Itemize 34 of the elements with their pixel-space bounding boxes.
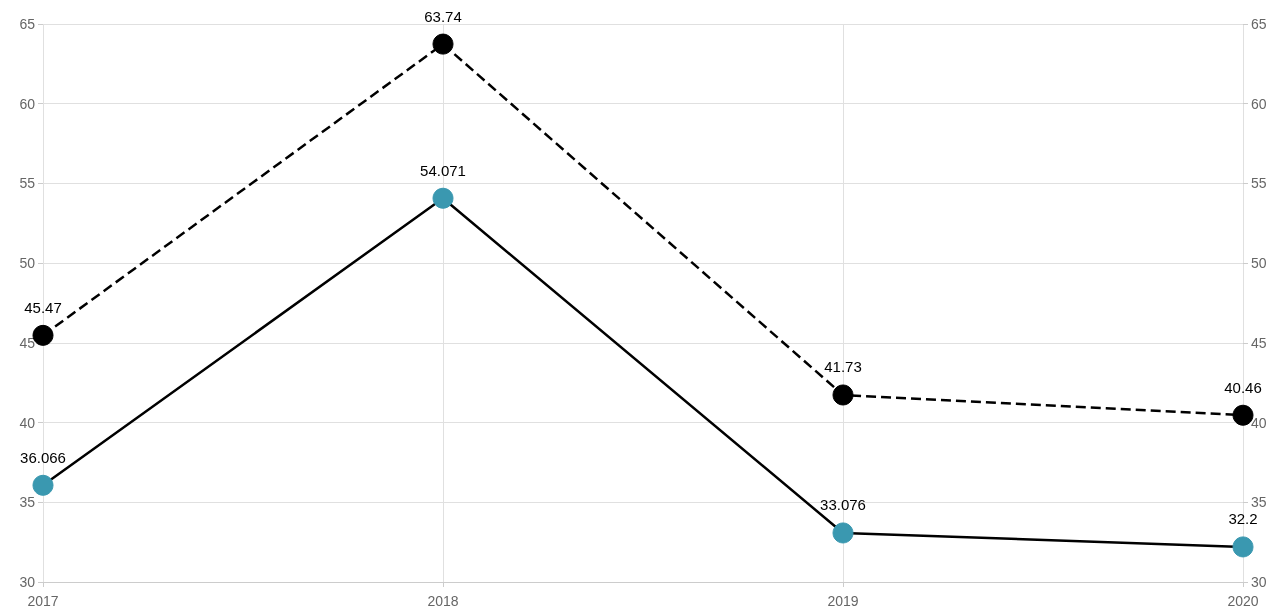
y-tick-label: 50 bbox=[19, 255, 36, 272]
x-tick-label: 2017 bbox=[27, 593, 59, 609]
data-label: 54.071 bbox=[420, 161, 466, 179]
y-tick-label: 60 bbox=[19, 95, 36, 112]
x-tick-label: 2020 bbox=[1227, 593, 1259, 609]
y-tick-label: 35 bbox=[19, 494, 36, 511]
y2-tick-label: 35 bbox=[1251, 494, 1267, 511]
y2-tick-label: 30 bbox=[1251, 574, 1267, 590]
point bbox=[1232, 536, 1254, 558]
point bbox=[432, 33, 454, 55]
point bbox=[832, 522, 854, 544]
data-label: 45.47 bbox=[24, 298, 62, 316]
x-tick-label: 2018 bbox=[427, 593, 459, 609]
y-tick-label: 30 bbox=[19, 574, 36, 590]
point bbox=[832, 384, 854, 406]
y2-tick-label: 40 bbox=[1251, 414, 1267, 431]
y2-tick-label: 55 bbox=[1251, 175, 1267, 192]
y2-tick-label: 60 bbox=[1251, 95, 1267, 112]
y-tick-label: 55 bbox=[19, 175, 36, 192]
data-label: 32.2 bbox=[1228, 510, 1258, 528]
x-tick-label: 2019 bbox=[827, 593, 859, 609]
data-label: 33.076 bbox=[820, 496, 866, 514]
point bbox=[32, 474, 54, 496]
y-tick-label: 45 bbox=[19, 334, 36, 351]
y2-tick-label: 65 bbox=[1251, 16, 1267, 32]
data-label: 40.46 bbox=[1224, 378, 1262, 396]
data-label: 41.73 bbox=[824, 358, 862, 376]
y2-tick-label: 50 bbox=[1251, 255, 1267, 272]
data-label: 36.066 bbox=[20, 448, 66, 466]
y-tick-label: 65 bbox=[19, 16, 36, 32]
point bbox=[432, 187, 454, 209]
y2-tick-label: 45 bbox=[1251, 334, 1267, 351]
y-tick-label: 40 bbox=[19, 414, 36, 431]
data-label: 63.74 bbox=[424, 7, 462, 25]
